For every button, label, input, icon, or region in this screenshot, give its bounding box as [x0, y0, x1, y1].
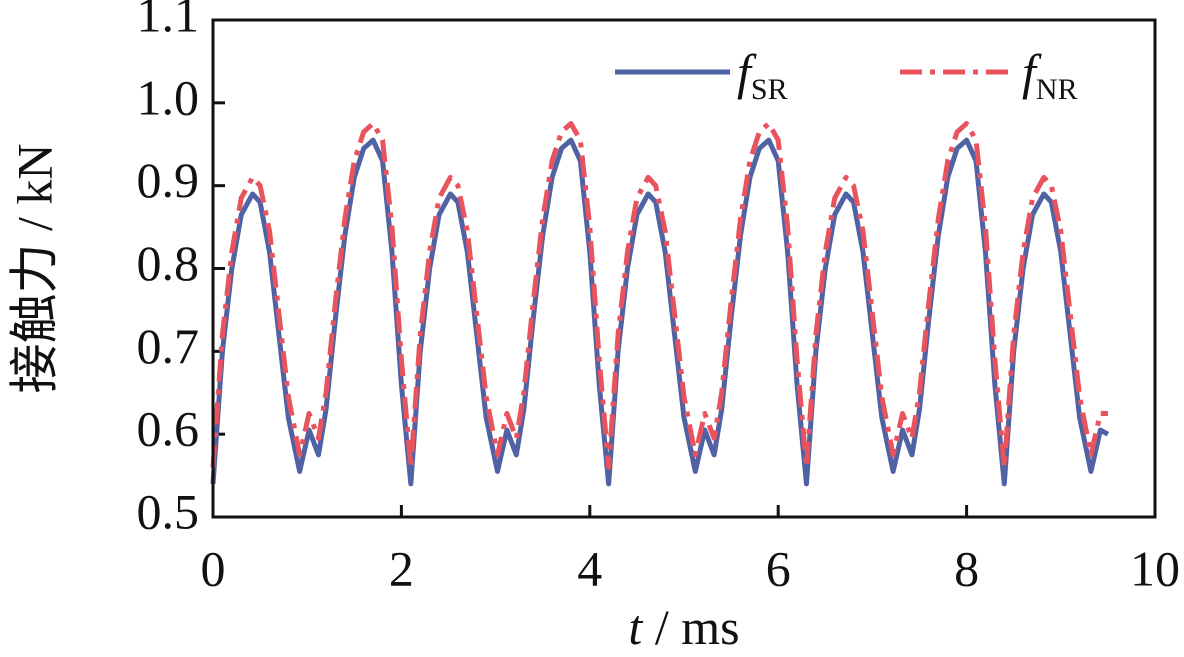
x-tick-label: 8 [954, 540, 979, 596]
x-tick-label: 6 [766, 540, 791, 596]
plot-frame [211, 18, 1157, 519]
y-tick-label: 0.7 [137, 318, 200, 374]
x-tick-label: 4 [577, 540, 602, 596]
y-tick-label: 0.8 [137, 235, 200, 291]
legend-label: fNR [1022, 44, 1078, 105]
series-line [210, 137, 1110, 487]
legend-label: fSR [737, 44, 788, 105]
series-line [210, 121, 1108, 470]
y-tick-label: 1.0 [137, 69, 200, 125]
y-tick-label: 0.6 [137, 401, 200, 457]
x-tick-label: 2 [389, 540, 414, 596]
y-tick-label: 0.5 [137, 483, 200, 539]
y-tick-label: 0.9 [137, 152, 200, 208]
x-axis-label: t / ms [628, 599, 739, 655]
x-tick-label: 10 [1130, 540, 1180, 596]
x-tick-label: 0 [201, 540, 226, 596]
y-tick-label: 1.1 [137, 0, 200, 42]
y-axis-label: 接触力 / kN [6, 144, 62, 394]
